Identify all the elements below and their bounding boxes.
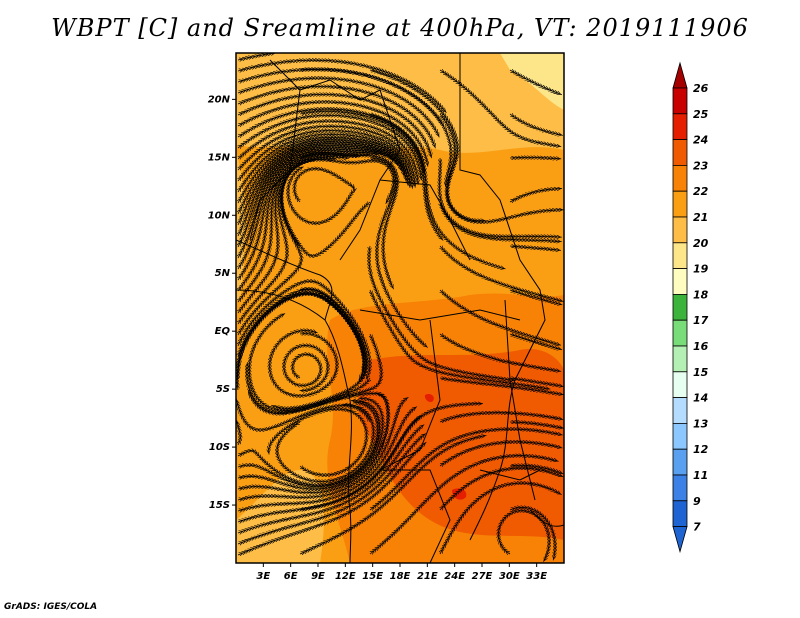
colorbar-swatch [672,474,688,502]
colorbar-label: 9 [693,495,701,508]
lon-tick-label: 33E [526,571,547,582]
lat-tick-label: 20N [208,94,231,105]
colorbar-label: 18 [693,288,709,301]
lat-tick-label: 5N [215,268,231,279]
lat-tick-label: 10N [208,210,231,221]
colorbar-label: 17 [693,314,709,327]
colorbar-swatch [672,268,688,295]
map-title: WBPT [C] and Sreamline at 400hPa, VT: 20… [51,14,749,42]
colorbar-label: 7 [693,521,701,534]
colorbar-swatch [672,293,688,321]
colorbar-swatch [672,164,688,192]
streamline [509,114,563,135]
wbpt-field-24-spot-2 [424,393,434,403]
colorbar-label: 26 [693,82,709,95]
colorbar-swatch [672,448,688,476]
colorbar-label: 16 [693,340,709,353]
lat-tick-label: 15S [209,500,230,511]
streamline [440,201,562,242]
colorbar-swatch [672,139,688,166]
colorbar-label: 24 [693,134,708,147]
colorbar-swatch [672,500,688,527]
streamline [509,189,563,203]
colorbar-label: 25 [693,108,709,121]
streamline [440,483,562,555]
streamline [509,70,563,96]
streamline [509,246,562,250]
lat-tick-label: EQ [215,326,231,337]
colorbar-swatch [672,113,688,141]
lon-tick-label: 30E [499,571,520,582]
colorbar-label: 13 [693,417,709,430]
lon-tick-label: 12E [335,571,356,582]
lon-axis: 3E 6E 9E 12E 15E 18E 21E 24E 27E 30E 33E [256,563,547,582]
colorbar-swatch [672,371,688,398]
colorbar-swatch [672,87,688,115]
streamline [509,290,563,305]
lon-tick-label: 18E [390,571,411,582]
streamline [509,334,563,350]
colorbar-swatch [672,422,688,450]
grads-credit: GrADS: IGES/COLA [4,602,98,612]
colorbar-swatch [672,345,688,373]
colorbar-label: 14 [693,392,708,405]
streamline [370,456,559,554]
lon-tick-label: 6E [284,571,298,582]
streamline [509,422,564,428]
streamline [439,378,564,395]
colorbar-swatch [672,319,688,347]
map-area [236,53,564,563]
colorbar-label: 15 [693,366,709,379]
colorbar-label: 22 [693,185,709,198]
colorbar-label: 20 [693,237,709,250]
streamline [509,378,564,387]
colorbar: 26 25 24 23 22 21 20 19 18 17 16 15 14 13 12 11 9 7 [672,61,709,554]
streamline [282,159,394,247]
lat-tick-label: 5S [216,384,230,395]
lon-tick-label: 9E [311,571,325,582]
colorbar-label: 23 [693,159,709,172]
streamlines [236,53,564,562]
lon-tick-label: 3E [256,571,270,582]
colorbar-label: 19 [693,263,709,276]
streamline [499,511,550,562]
streamline [509,158,562,159]
colorbar-top-arrow [672,61,688,89]
colorbar-label: 11 [693,469,708,482]
colorbar-swatch [672,216,688,244]
colorbar-swatch [672,242,688,270]
lon-tick-label: 27E [472,571,493,582]
colorbar-bottom-arrow [672,526,688,554]
colorbar-swatch [672,397,688,424]
colorbar-label: 12 [693,443,709,456]
lon-tick-label: 15E [362,571,383,582]
lat-axis: 20N 15N 10N 5N EQ 5S 10S 15S [208,94,236,511]
lat-tick-label: 10S [209,442,230,453]
colorbar-label: 21 [693,211,708,224]
lon-tick-label: 24E [444,571,465,582]
colorbar-swatch [672,190,688,218]
lon-tick-label: 21E [417,571,438,582]
streamline [439,334,562,371]
lat-tick-label: 15N [208,152,231,163]
